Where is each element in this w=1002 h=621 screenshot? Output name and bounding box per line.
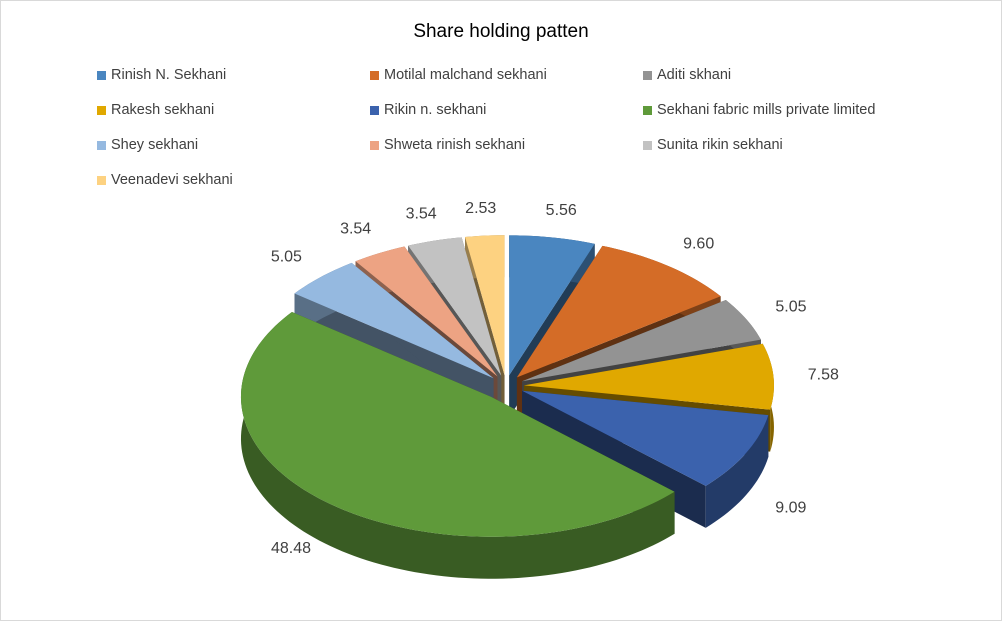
- legend-label: Motilal malchand sekhani: [384, 67, 547, 83]
- data-label: 9.09: [775, 499, 806, 516]
- legend-swatch: [97, 70, 106, 80]
- slice-top: [294, 262, 494, 379]
- legend-swatch: [370, 105, 379, 115]
- data-label: 7.58: [808, 367, 839, 384]
- data-label: 9.60: [683, 236, 714, 253]
- data-label: 2.53: [465, 200, 496, 217]
- slice-top: [522, 300, 761, 382]
- data-label: 3.54: [340, 220, 371, 237]
- legend-item: Rakesh sekhani: [97, 102, 214, 118]
- pie-slice: [240, 312, 675, 579]
- legend-label: Veenadevi sekhani: [111, 172, 233, 188]
- legend-swatch: [643, 140, 652, 150]
- slice-top: [523, 343, 774, 410]
- legend-item: Rinish N. Sekhani: [97, 67, 226, 83]
- legend-item: Sunita rikin sekhani: [643, 137, 783, 153]
- slice-top: [516, 245, 721, 378]
- chart-title: Share holding patten: [413, 21, 589, 42]
- legend-item: Motilal malchand sekhani: [370, 67, 547, 83]
- legend-label: Shey sekhani: [111, 137, 199, 153]
- legend-label: Shweta rinish sekhani: [384, 137, 526, 153]
- legend-label: Rakesh sekhani: [111, 102, 215, 118]
- legend-label: Sunita rikin sekhani: [657, 137, 783, 153]
- legend-swatch: [370, 140, 379, 150]
- data-label: 5.05: [271, 249, 302, 266]
- legend-swatch: [370, 70, 379, 80]
- legend-swatch: [643, 105, 652, 115]
- legend-label: Rikin n. sekhani: [384, 102, 487, 118]
- legend-item: Sekhani fabric mills private limited: [643, 102, 875, 118]
- slice-top: [509, 235, 595, 376]
- slice-top: [465, 235, 505, 376]
- legend-swatch: [97, 105, 106, 115]
- legend-label: Sekhani fabric mills private limited: [657, 102, 876, 118]
- data-label: 5.56: [546, 202, 577, 219]
- legend-item: Rikin n. sekhani: [370, 102, 486, 118]
- slice-top: [522, 390, 769, 486]
- legend-label: Rinish N. Sekhani: [111, 67, 227, 83]
- slice-top: [408, 237, 502, 376]
- legend-item: Aditi skhani: [643, 67, 731, 83]
- legend-item: Veenadevi sekhani: [97, 172, 233, 188]
- slice-top: [355, 246, 498, 377]
- legend-swatch: [97, 140, 106, 150]
- legend-item: Shweta rinish sekhani: [370, 137, 525, 153]
- legend-swatch: [643, 70, 652, 80]
- legend-swatch: [97, 175, 106, 185]
- legend-label: Aditi skhani: [657, 67, 732, 83]
- data-label: 48.48: [271, 540, 311, 557]
- data-label: 5.05: [775, 299, 806, 316]
- slice-outer-wall: [705, 415, 769, 528]
- legend-item: Shey sekhani: [97, 137, 198, 153]
- slice-top: [240, 312, 675, 537]
- data-label: 3.54: [406, 206, 437, 223]
